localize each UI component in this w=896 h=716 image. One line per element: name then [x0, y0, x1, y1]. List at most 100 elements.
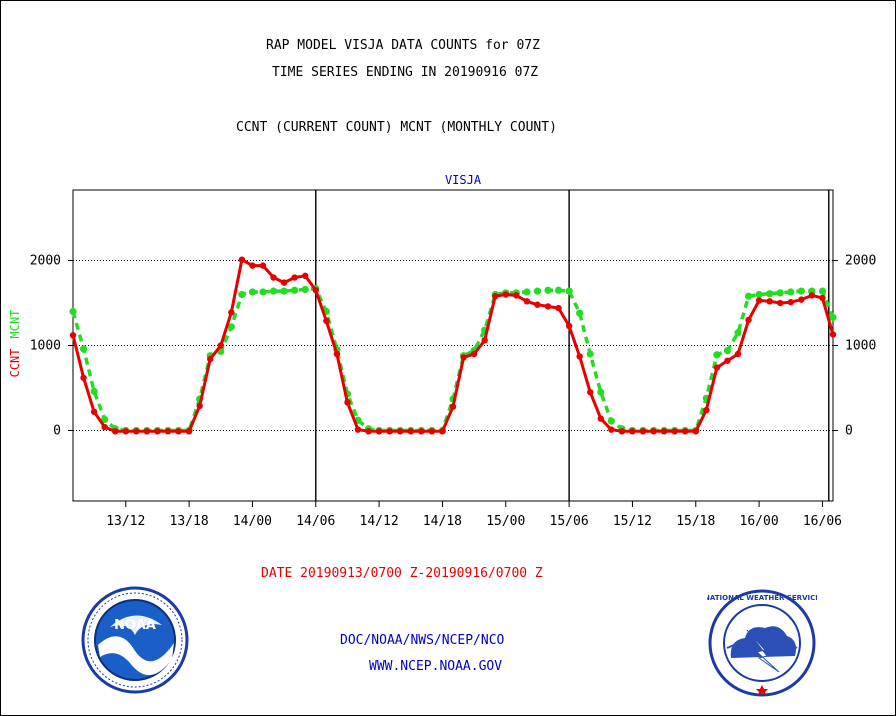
ccnt-point [386, 428, 393, 435]
ccnt-point [365, 428, 372, 435]
ccnt-point [249, 262, 256, 269]
x-tick-label: 13/18 [170, 514, 209, 529]
ccnt-point [217, 342, 224, 349]
mcnt-point [69, 307, 77, 316]
mcnt-point [533, 287, 542, 295]
mcnt-point [744, 292, 753, 300]
ccnt-point [143, 428, 151, 435]
ccnt-point [407, 428, 414, 435]
mcnt-point [301, 285, 309, 294]
mcnt-point [734, 329, 742, 337]
ccnt-point [460, 354, 467, 361]
mcnt-point [723, 346, 732, 355]
x-tick-label: 15/18 [676, 514, 715, 529]
ccnt-point [745, 316, 752, 324]
ccnt-point [164, 428, 172, 435]
x-tick-label: 15/06 [550, 514, 589, 529]
mcnt-point [576, 309, 584, 317]
ccnt-point [175, 428, 182, 435]
mcnt-point [101, 415, 109, 424]
mcnt-point [79, 345, 88, 353]
ccnt-point [555, 304, 562, 312]
ccnt-point [829, 331, 837, 338]
ccnt-axis-label: CCNT [8, 349, 22, 378]
ccnt-point [798, 296, 805, 303]
ccnt-point [755, 297, 763, 304]
ccnt-point [523, 298, 531, 305]
ccnt-point [270, 274, 277, 281]
ccnt-point [428, 428, 436, 435]
ccnt-point [90, 408, 98, 415]
ccnt-point [207, 355, 214, 363]
ccnt-point [534, 301, 541, 308]
mcnt-point [544, 286, 552, 294]
mcnt-point [238, 290, 246, 299]
ccnt-point [492, 293, 499, 300]
ccnt-point [291, 274, 298, 281]
x-tick-label: 15/00 [486, 514, 525, 529]
ccnt-point [650, 428, 657, 435]
ccnt-point [112, 428, 119, 435]
ccnt-point [481, 337, 488, 344]
noaa-logo-icon: NOAA [81, 586, 189, 694]
mcnt-point [597, 388, 605, 396]
ccnt-point [808, 292, 816, 299]
y-tick-label-right: 0 [845, 423, 853, 438]
ccnt-point [449, 403, 457, 410]
y-tick-label-right: 1000 [845, 339, 876, 354]
ccnt-point [397, 428, 404, 435]
ccnt-point [544, 303, 552, 310]
ccnt-point [238, 256, 246, 263]
mcnt-axis-label: MCNT [8, 310, 22, 339]
mcnt-point [818, 287, 827, 295]
mcnt-point [259, 288, 267, 296]
org-path-text: DOC/NOAA/NWS/NCEP/NCO [340, 633, 505, 648]
ccnt-point [69, 332, 77, 339]
x-tick-label: 15/12 [613, 514, 652, 529]
ccnt-point [80, 374, 87, 381]
ccnt-point [344, 399, 351, 406]
ccnt-point [375, 428, 383, 435]
ccnt-point [418, 428, 425, 435]
ccnt-point [692, 428, 699, 435]
mcnt-point [227, 323, 235, 331]
ccnt-point [703, 406, 710, 414]
y-axis-label: CCNT MCNT [8, 310, 22, 378]
mcnt-point [829, 313, 837, 322]
ccnt-point [312, 287, 319, 294]
x-tick-label: 14/18 [423, 514, 462, 529]
mcnt-point [755, 290, 763, 299]
ccnt-point [133, 428, 140, 435]
x-tick-label: 13/12 [106, 514, 145, 529]
x-tick-label: 16/00 [740, 514, 779, 529]
x-tick-label: 14/12 [360, 514, 399, 529]
title-line-2: TIME SERIES ENDING IN 20190916 07Z [272, 65, 539, 80]
ccnt-point [280, 279, 288, 286]
y-tick-label-left: 2000 [30, 254, 61, 269]
nws-logo-text: NATIONAL WEATHER SERVICE [707, 594, 817, 602]
ccnt-point [734, 350, 742, 358]
ccnt-point [502, 291, 509, 298]
ccnt-point [185, 428, 193, 435]
ccnt-point [196, 402, 203, 410]
ccnt-point [565, 322, 573, 330]
x-tick-label: 14/06 [296, 514, 335, 529]
x-tick-label: 14/00 [233, 514, 272, 529]
chart-title: VISJA [445, 173, 482, 187]
ccnt-point [660, 428, 668, 435]
ccnt-point [787, 298, 794, 306]
ccnt-point [713, 364, 721, 371]
x-tick-label: 16/06 [803, 514, 842, 529]
mcnt-point [291, 286, 299, 294]
ccnt-point [323, 317, 330, 325]
mcnt-point [565, 287, 573, 295]
ccnt-point [618, 428, 626, 435]
ccnt-point [777, 299, 784, 307]
chart-subtitle: CCNT (CURRENT COUNT) MCNT (MONTHLY COUNT… [236, 120, 557, 135]
ccnt-point [576, 353, 583, 360]
y-tick-label-left: 0 [53, 423, 61, 438]
mcnt-point [766, 290, 774, 298]
ccnt-point [587, 389, 594, 396]
noaa-logo-text: NOAA [114, 618, 156, 633]
